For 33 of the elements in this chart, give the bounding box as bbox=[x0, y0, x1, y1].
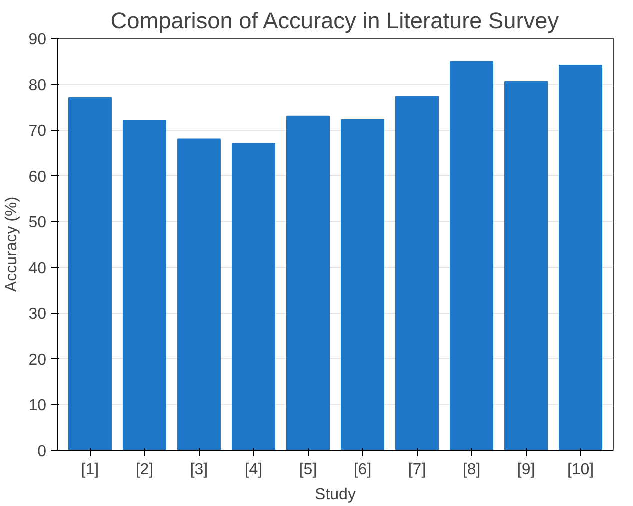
bar bbox=[340, 119, 385, 450]
bar bbox=[559, 65, 603, 450]
y-tick-label: 50 bbox=[28, 214, 47, 232]
bar bbox=[450, 61, 494, 450]
x-tick-label: [10] bbox=[567, 462, 594, 478]
x-tick-label: [6] bbox=[354, 462, 372, 478]
y-tick-label: 70 bbox=[28, 123, 47, 140]
bar bbox=[504, 81, 548, 450]
y-tick-label: 30 bbox=[28, 306, 47, 324]
y-tick-label: 40 bbox=[28, 260, 47, 278]
y-tick-label: 60 bbox=[28, 168, 47, 186]
x-tick-label: [9] bbox=[517, 462, 536, 478]
y-axis-title: Accuracy (%) bbox=[4, 196, 21, 292]
x-tick-label: [3] bbox=[190, 462, 208, 478]
y-tick-label: 20 bbox=[28, 352, 47, 369]
x-tick-label: [4] bbox=[244, 462, 263, 478]
x-tick-label: [1] bbox=[81, 462, 100, 478]
bar bbox=[122, 120, 166, 450]
bar bbox=[177, 138, 221, 450]
x-tick-label: [7] bbox=[408, 462, 426, 478]
bar bbox=[396, 96, 440, 450]
x-tick-label: [2] bbox=[136, 462, 154, 478]
bar bbox=[68, 98, 112, 450]
y-tick-label: 90 bbox=[28, 32, 47, 48]
y-tick-label: 80 bbox=[28, 77, 47, 94]
bar bbox=[286, 116, 330, 450]
chart-title: Comparison of Accuracy in Literature Survey bbox=[110, 8, 560, 34]
y-tick-label: 10 bbox=[28, 398, 47, 415]
x-tick-label: [8] bbox=[462, 462, 481, 478]
x-axis-title: Study bbox=[315, 486, 356, 504]
y-tick-label: 0 bbox=[38, 444, 47, 460]
bar bbox=[232, 143, 276, 450]
x-tick-label: [5] bbox=[299, 462, 318, 478]
